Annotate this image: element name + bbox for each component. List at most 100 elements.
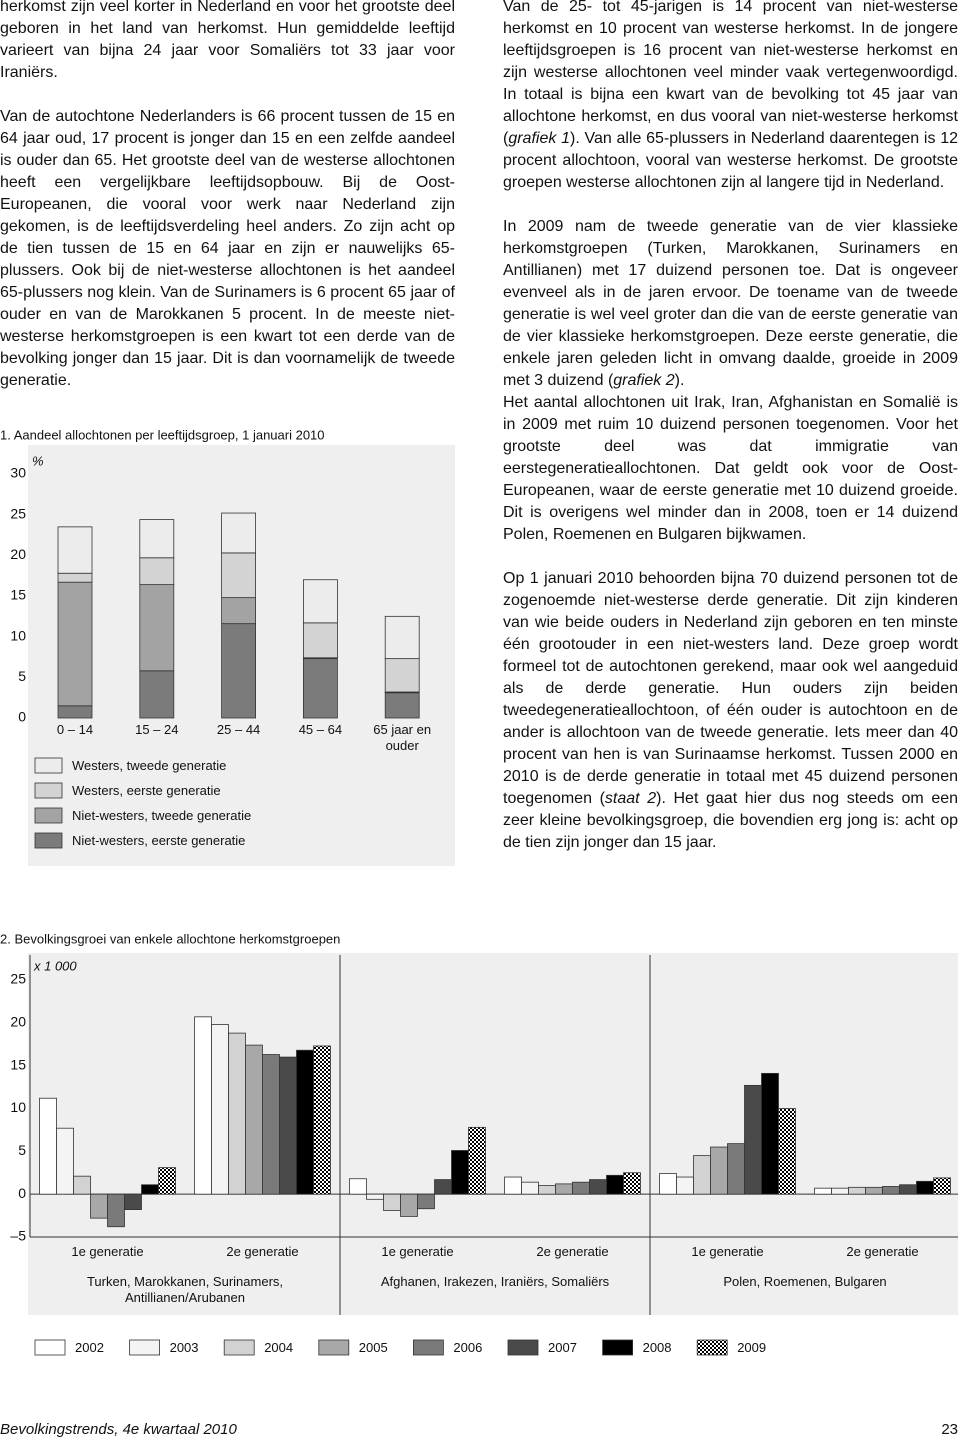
- text-run: ). Van alle 65-plussers in Nederland daa…: [503, 130, 958, 191]
- chart-title: 2. Bevolkingsgroei van enkele allochtone…: [0, 931, 340, 946]
- bar: [848, 1186, 866, 1195]
- bar-segment: [139, 584, 175, 672]
- y-tick-label: –5: [10, 1228, 26, 1244]
- y-tick-label: 10: [10, 627, 26, 643]
- legend-label: 2005: [359, 1340, 388, 1355]
- bar-segment: [384, 692, 420, 719]
- legend-swatch: [507, 1339, 539, 1356]
- left-column: herkomst zijn veel korter in Nederland e…: [0, 0, 455, 392]
- legend-label: 2006: [453, 1340, 482, 1355]
- bar: [727, 1143, 745, 1195]
- bar-segment: [221, 623, 257, 719]
- legend-label: Niet-westers, eerste generatie: [72, 833, 245, 848]
- paragraph: Van de autochtone Nederlanders is 66 pro…: [0, 106, 455, 392]
- bar: [814, 1187, 832, 1195]
- x-tick-label: 1e generatie: [691, 1244, 764, 1259]
- bar-segment: [221, 552, 257, 599]
- footer-publication: Bevolkingstrends, 4e kwartaal 2010: [0, 1421, 237, 1438]
- legend-label: 2009: [737, 1340, 766, 1355]
- legend-label: 2003: [170, 1340, 199, 1355]
- bar-segment: [57, 526, 93, 574]
- text-run: In 2009 nam de tweede generatie van de v…: [503, 218, 958, 389]
- y-tick-label: 10: [10, 1099, 26, 1115]
- bar: [778, 1108, 796, 1195]
- x-tick-label: 2e generatie: [226, 1244, 299, 1259]
- bar: [659, 1173, 677, 1195]
- bar: [39, 1097, 57, 1195]
- text-run: ).: [674, 372, 685, 389]
- y-tick-label: 20: [10, 546, 26, 562]
- bar: [383, 1193, 401, 1211]
- bar: [504, 1176, 522, 1195]
- text-reference: grafiek 2: [613, 372, 675, 389]
- bar: [296, 1049, 314, 1195]
- x-tick-label: 2e generatie: [846, 1244, 919, 1259]
- y-tick-label: 0: [18, 1185, 26, 1201]
- legend-swatch: [129, 1339, 161, 1356]
- bar: [158, 1167, 176, 1195]
- x-tick-label: 0 – 14: [56, 722, 94, 737]
- chart-1-svg: 1. Aandeel allochtonen per leeftijdsgroe…: [0, 427, 455, 866]
- legend-label: 2007: [548, 1340, 577, 1355]
- bar: [124, 1193, 142, 1210]
- y-tick-label: 30: [10, 465, 26, 481]
- y-tick-label: 15: [10, 587, 26, 603]
- bar: [73, 1175, 91, 1195]
- bar-segment: [139, 670, 175, 719]
- y-tick-label: 25: [10, 971, 26, 987]
- x-tick-label: 65 jaar en ouder: [373, 722, 432, 753]
- legend-swatch: [318, 1339, 350, 1356]
- bar-segment: [57, 705, 93, 719]
- x-tick-label: 45 – 64: [298, 722, 343, 737]
- legend-label: 2004: [264, 1340, 293, 1355]
- text-run: Op 1 januari 2010 behoorden bijna 70 dui…: [503, 570, 958, 807]
- bar: [90, 1193, 108, 1219]
- bar: [245, 1044, 263, 1195]
- text-run: herkomst zijn veel korter in Nederland e…: [0, 0, 455, 81]
- text-reference: grafiek 1: [508, 130, 570, 147]
- bar: [56, 1127, 74, 1195]
- bar: [228, 1032, 246, 1195]
- bar: [400, 1193, 418, 1217]
- legend-swatch: [412, 1339, 444, 1356]
- chart-2-svg: 2. Bevolkingsgroei van enkele allochtone…: [0, 931, 958, 1356]
- bar: [693, 1155, 711, 1195]
- bar: [366, 1193, 384, 1200]
- paragraph: herkomst zijn veel korter in Nederland e…: [0, 0, 455, 84]
- legend-swatch: [34, 757, 63, 774]
- bar: [744, 1084, 762, 1195]
- chart-title: 1. Aandeel allochtonen per leeftijdsgroe…: [0, 427, 325, 442]
- bar-segment: [57, 572, 93, 583]
- bar: [572, 1181, 590, 1195]
- bar-segment: [139, 557, 175, 586]
- y-tick-label: 5: [18, 668, 26, 684]
- legend-swatch: [223, 1339, 255, 1356]
- legend-label: 2008: [643, 1340, 672, 1355]
- group-label: Afghanen, Irakezen, Iraniërs, Somaliërs: [380, 1274, 610, 1289]
- bar: [538, 1185, 556, 1195]
- paragraph: In 2009 nam de tweede generatie van de v…: [503, 216, 958, 392]
- text-run: Het aantal allochtonen uit Irak, Iran, A…: [503, 394, 958, 543]
- bar: [313, 1045, 331, 1195]
- paragraph: Op 1 januari 2010 behoorden bijna 70 dui…: [503, 568, 958, 854]
- right-column: Van de 25- tot 45-jarigen is 14 procent …: [503, 0, 958, 854]
- legend-swatch: [34, 807, 63, 824]
- unit-label: %: [32, 453, 44, 468]
- bar: [349, 1178, 367, 1195]
- legend-label: Westers, eerste generatie: [72, 783, 221, 798]
- bar: [882, 1186, 900, 1195]
- x-tick-label: 1e generatie: [71, 1244, 144, 1259]
- legend-swatch: [34, 832, 63, 849]
- legend-swatch: [696, 1339, 728, 1356]
- y-tick-label: 0: [18, 709, 26, 725]
- bar-segment: [384, 658, 420, 693]
- bar: [831, 1187, 849, 1195]
- x-tick-label: 25 – 44: [216, 722, 261, 737]
- bar-segment: [221, 597, 257, 625]
- legend-label: Niet-westers, tweede generatie: [72, 808, 251, 823]
- paragraph: Van de 25- tot 45-jarigen is 14 procent …: [503, 0, 958, 194]
- page-number: 23: [941, 1421, 958, 1438]
- bar: [521, 1181, 539, 1195]
